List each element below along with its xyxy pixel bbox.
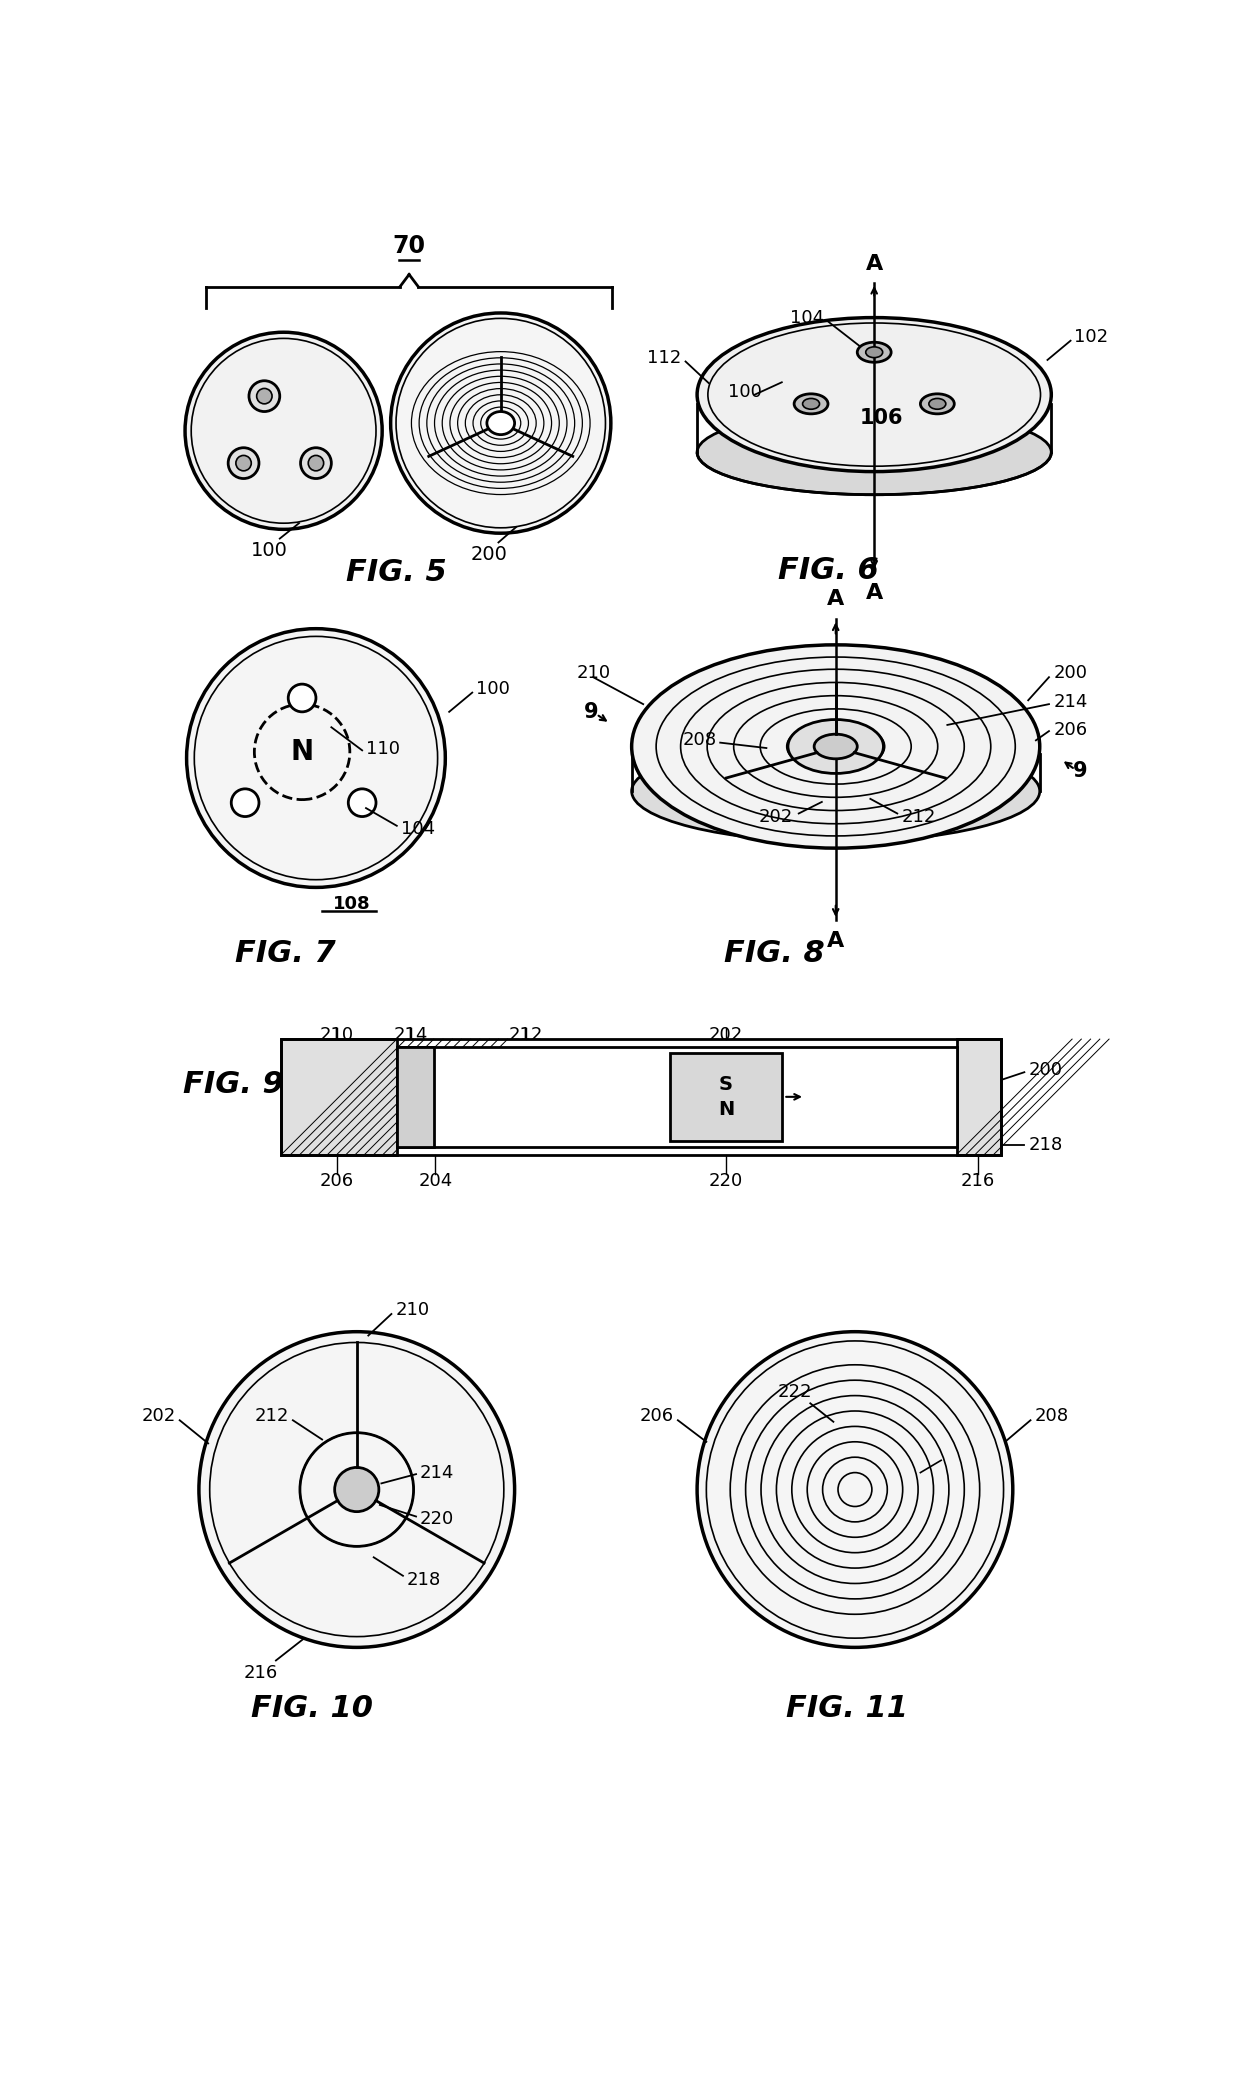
Circle shape — [231, 789, 259, 816]
Circle shape — [198, 1332, 515, 1647]
Text: 208: 208 — [682, 731, 717, 750]
Text: N: N — [718, 1099, 734, 1118]
Ellipse shape — [815, 735, 857, 758]
Text: N: N — [290, 737, 314, 766]
Text: 200: 200 — [471, 545, 507, 564]
Text: 112: 112 — [647, 348, 682, 366]
Bar — [397, 1047, 434, 1147]
Text: 9: 9 — [1073, 762, 1087, 781]
Text: 222: 222 — [777, 1382, 812, 1401]
Ellipse shape — [249, 381, 280, 412]
Ellipse shape — [631, 741, 1040, 841]
Circle shape — [335, 1468, 379, 1512]
Text: 70: 70 — [393, 233, 425, 258]
Text: 108: 108 — [332, 895, 371, 914]
Text: 214: 214 — [393, 1026, 428, 1043]
Text: 212: 212 — [254, 1407, 289, 1426]
Text: A: A — [866, 254, 883, 273]
Text: A: A — [827, 589, 844, 608]
Text: 220: 220 — [709, 1172, 743, 1191]
Text: 202: 202 — [141, 1407, 176, 1426]
Text: 100: 100 — [476, 679, 510, 697]
Text: 100: 100 — [252, 541, 288, 560]
Ellipse shape — [929, 398, 946, 410]
Text: 9: 9 — [584, 702, 599, 722]
Text: FIG. 7: FIG. 7 — [234, 939, 336, 968]
Bar — [281, 1039, 1001, 1156]
Ellipse shape — [391, 312, 611, 533]
Text: S: S — [719, 1074, 733, 1093]
Ellipse shape — [236, 456, 252, 471]
Text: 102: 102 — [1074, 327, 1109, 346]
Bar — [281, 1039, 397, 1156]
Text: 210: 210 — [396, 1301, 429, 1320]
Text: FIG. 11: FIG. 11 — [786, 1693, 908, 1722]
Ellipse shape — [794, 393, 828, 414]
Text: FIG. 5: FIG. 5 — [346, 558, 448, 587]
Text: A: A — [827, 931, 844, 951]
Ellipse shape — [228, 448, 259, 479]
Text: 104: 104 — [401, 820, 435, 837]
Text: 214: 214 — [1054, 693, 1087, 710]
Text: 212: 212 — [901, 808, 935, 827]
Ellipse shape — [857, 341, 892, 362]
Ellipse shape — [257, 389, 272, 404]
Ellipse shape — [802, 398, 820, 410]
Ellipse shape — [866, 348, 883, 358]
Text: 216: 216 — [243, 1664, 278, 1682]
Text: 110: 110 — [366, 739, 401, 758]
Ellipse shape — [487, 412, 515, 435]
Bar — [956, 1039, 1001, 1156]
Ellipse shape — [697, 410, 1052, 496]
Ellipse shape — [300, 448, 331, 479]
Text: 202: 202 — [709, 1026, 743, 1043]
Circle shape — [697, 1332, 1013, 1647]
Text: 218: 218 — [1028, 1135, 1063, 1153]
Circle shape — [348, 789, 376, 816]
Text: 202: 202 — [759, 808, 794, 827]
Text: 204: 204 — [418, 1172, 453, 1191]
Text: 200: 200 — [1028, 1062, 1063, 1078]
Text: 208: 208 — [1034, 1407, 1069, 1426]
Circle shape — [186, 629, 445, 887]
Text: FIG. 9: FIG. 9 — [182, 1070, 284, 1099]
Text: 220: 220 — [420, 1509, 454, 1528]
Ellipse shape — [185, 333, 382, 529]
Text: FIG. 10: FIG. 10 — [250, 1693, 373, 1722]
Text: 210: 210 — [577, 664, 610, 683]
Text: 106: 106 — [861, 408, 904, 427]
Text: 206: 206 — [1054, 720, 1087, 739]
Text: FIG. 8: FIG. 8 — [724, 939, 825, 968]
Bar — [670, 1053, 781, 1141]
Text: 216: 216 — [961, 1172, 996, 1191]
Ellipse shape — [631, 645, 1040, 847]
Text: 200: 200 — [1054, 664, 1087, 683]
Ellipse shape — [697, 319, 1052, 473]
Bar — [397, 1047, 956, 1147]
Text: 206: 206 — [640, 1407, 675, 1426]
Text: 212: 212 — [508, 1026, 543, 1043]
Text: 210: 210 — [320, 1026, 353, 1043]
Text: 104: 104 — [790, 308, 825, 327]
Text: 214: 214 — [420, 1464, 454, 1482]
Text: 206: 206 — [320, 1172, 353, 1191]
Text: FIG. 6: FIG. 6 — [777, 556, 878, 585]
Ellipse shape — [920, 393, 955, 414]
Text: A: A — [866, 583, 883, 604]
Circle shape — [288, 685, 316, 712]
Ellipse shape — [309, 456, 324, 471]
Text: 100: 100 — [728, 383, 761, 402]
Text: 218: 218 — [407, 1572, 441, 1589]
Ellipse shape — [787, 720, 883, 772]
